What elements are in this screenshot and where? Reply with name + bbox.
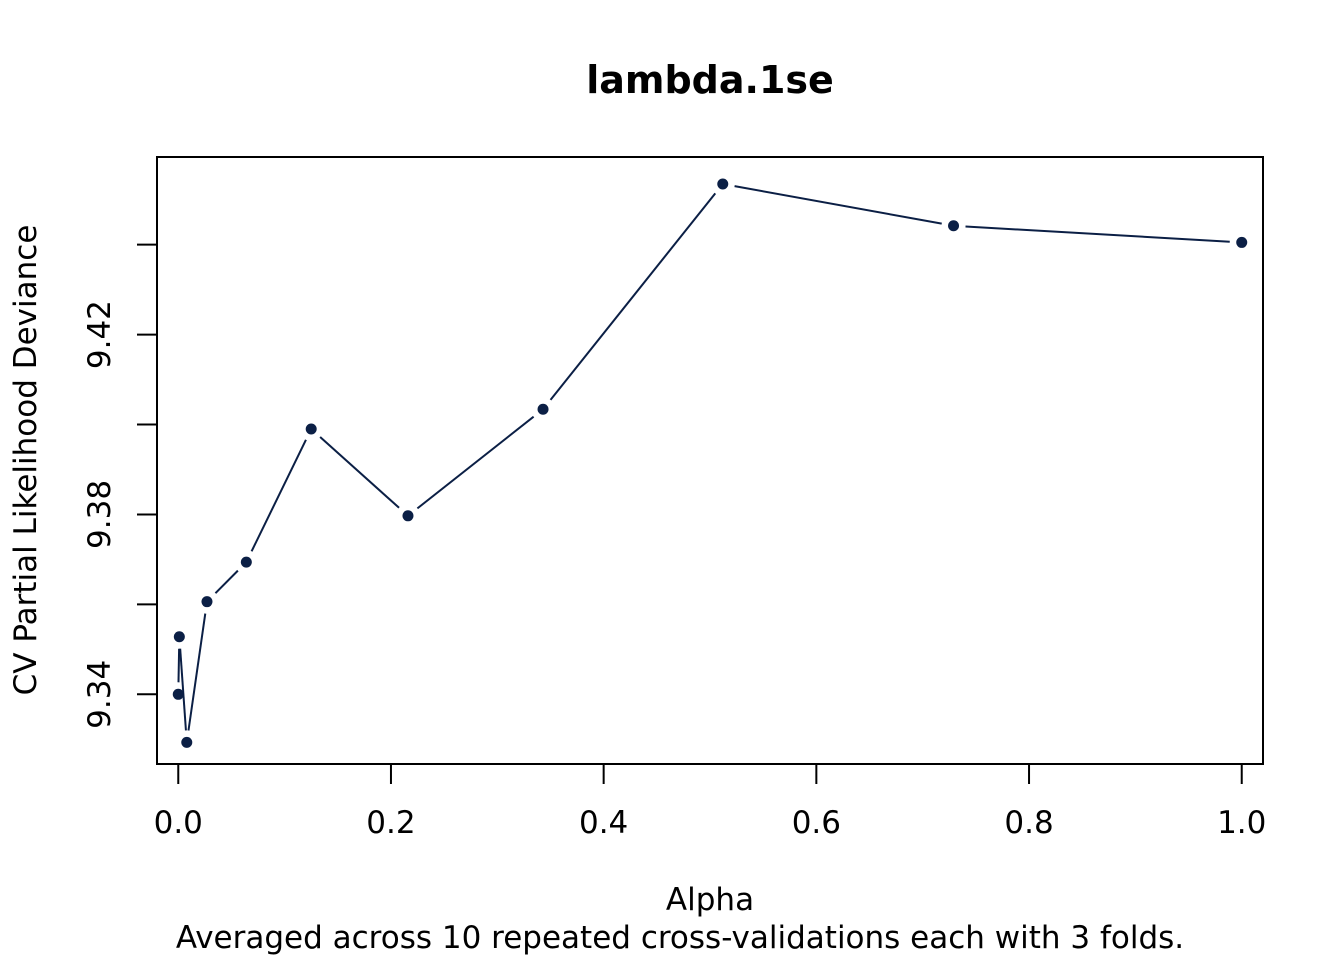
y-axis: 9.34 9.38 9.42 [82,243,158,729]
series-line-segment [250,439,307,552]
data-point [948,220,960,232]
data-point [1236,236,1248,248]
x-tick-label: 0.6 [792,805,841,841]
data-point [201,596,213,608]
data-point [717,178,729,190]
y-tick-label: 9.34 [82,660,118,729]
series-line-segment [965,225,1230,243]
x-axis-label: Alpha [666,882,754,918]
x-tick-label: 1.0 [1217,805,1266,841]
data-point [181,736,193,748]
y-axis-label: CV Partial Likelihood Deviance [8,225,44,696]
series-line-segment [549,192,717,401]
series-line-segment [416,415,535,510]
series-line-segment [214,569,239,594]
data-point [173,631,185,643]
y-tick-label: 9.42 [82,300,118,369]
data-point [537,403,549,415]
data-point [240,556,252,568]
plot-frame [156,156,1264,765]
data-point [172,688,184,700]
series-line-segment [319,436,400,509]
x-tick-label: 0.8 [1004,805,1053,841]
series-line-segment [179,648,187,731]
x-tick-label: 0.0 [154,805,203,841]
series-line-segment [177,648,181,683]
series-line-segment [187,613,207,731]
data-point [402,510,414,522]
chart-subtitle: Averaged across 10 repeated cross-valida… [176,920,1184,956]
x-tick-label: 0.2 [366,805,415,841]
x-tick-label: 0.4 [579,805,628,841]
x-axis: 0.0 0.2 0.4 0.6 0.8 1.0 [154,763,1266,841]
chart-title: lambda.1se [586,58,834,102]
series-line-segment [734,185,942,225]
data-point [305,423,317,435]
y-tick-label: 9.38 [82,480,118,549]
series-layer [172,178,1248,748]
